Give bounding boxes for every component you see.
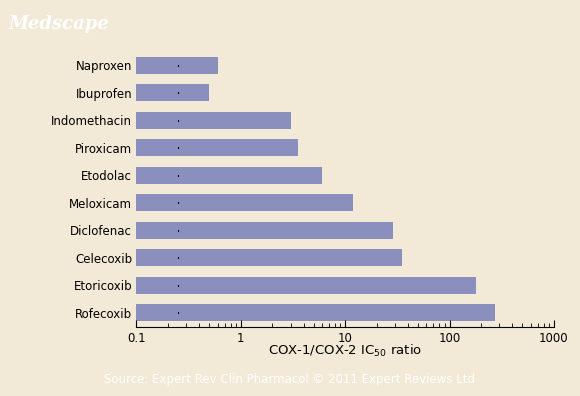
Bar bbox=[0, 305, 495, 322]
Text: Medscape: Medscape bbox=[9, 15, 110, 33]
Bar bbox=[0, 222, 393, 239]
Bar bbox=[0, 277, 476, 294]
Text: COX-1/COX-2 IC$_{50}$ ratio: COX-1/COX-2 IC$_{50}$ ratio bbox=[268, 343, 422, 358]
Bar bbox=[0, 57, 218, 74]
Bar bbox=[0, 194, 353, 211]
Bar bbox=[0, 167, 322, 184]
Text: Source: Expert Rev Clin Pharmacol © 2011 Expert Reviews Ltd: Source: Expert Rev Clin Pharmacol © 2011… bbox=[104, 373, 476, 386]
Bar bbox=[0, 84, 209, 101]
Bar bbox=[0, 112, 291, 129]
Bar bbox=[0, 139, 298, 156]
Bar bbox=[0, 249, 402, 267]
